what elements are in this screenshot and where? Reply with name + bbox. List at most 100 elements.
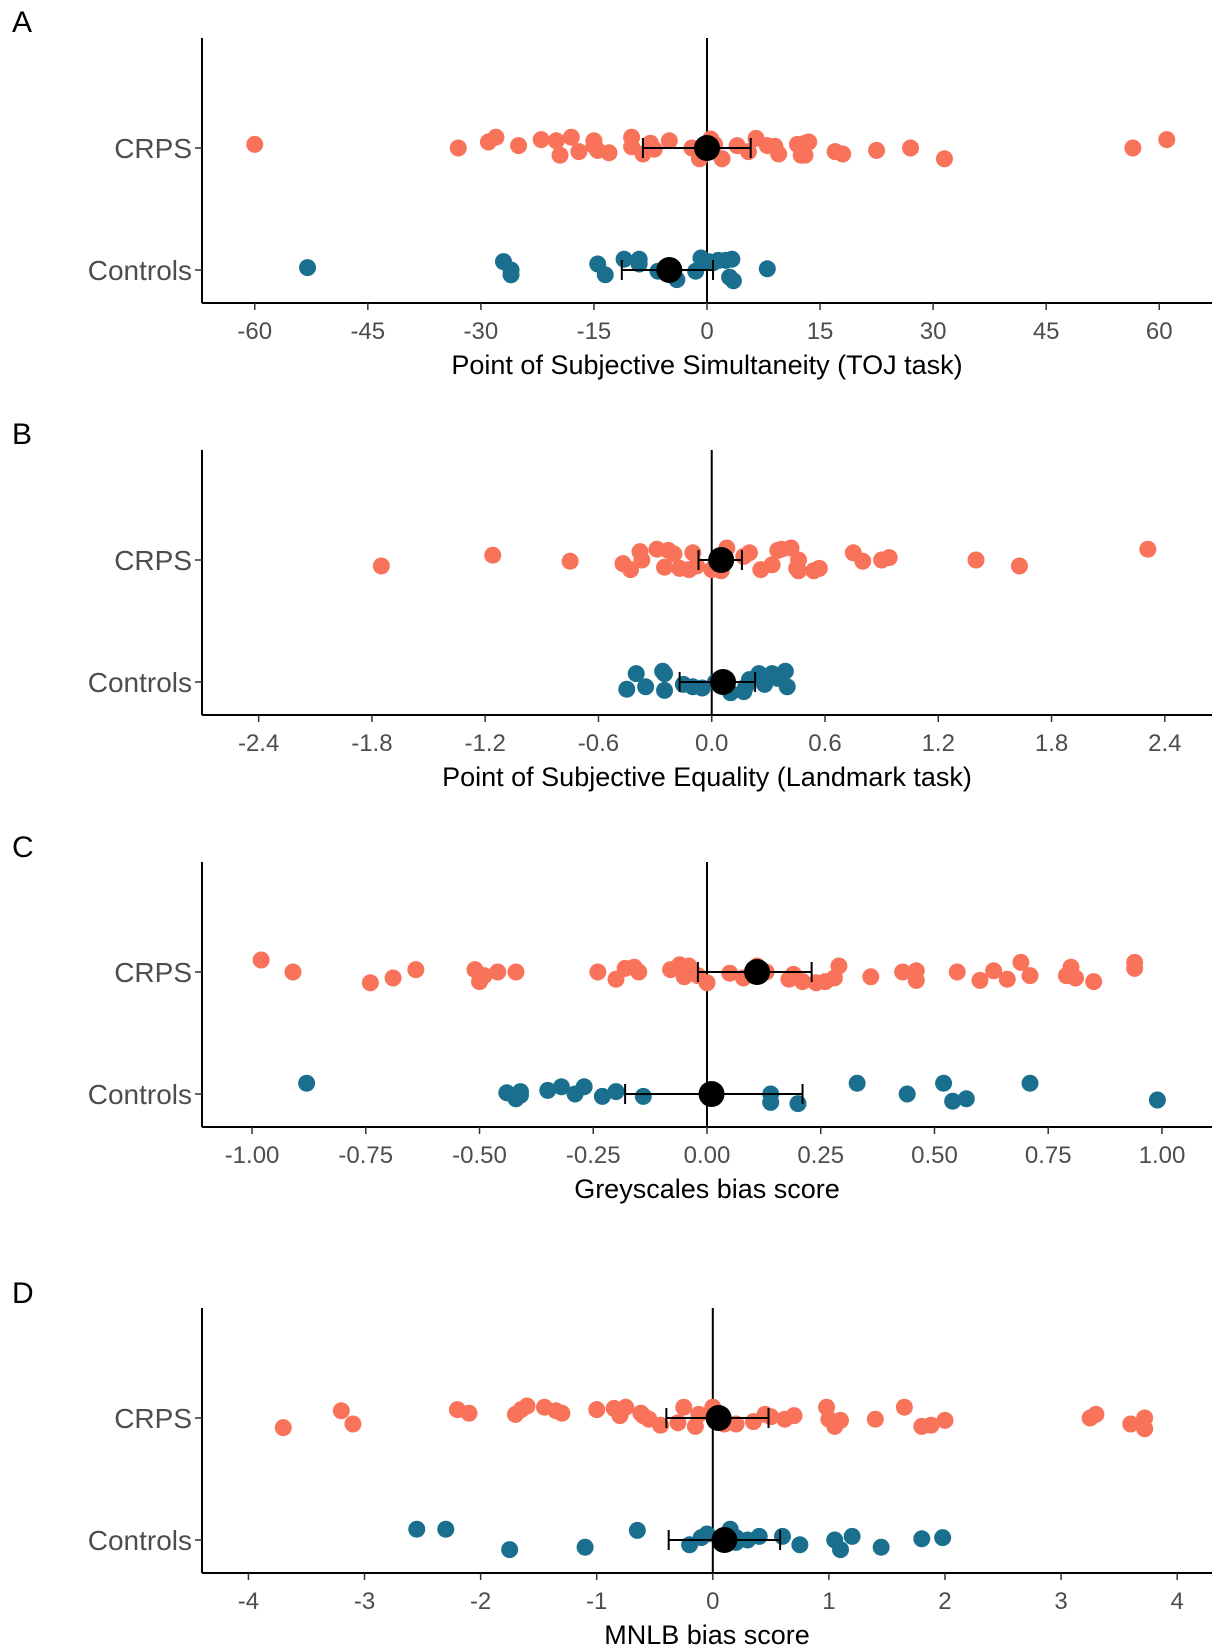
data-point: [935, 1074, 953, 1092]
series-controls: [298, 1074, 1166, 1113]
x-tick-label: -45: [350, 318, 385, 345]
data-point: [570, 143, 588, 161]
data-point: [607, 1083, 625, 1101]
data-point: [800, 133, 818, 151]
data-point: [547, 132, 565, 150]
x-tick-label: -3: [354, 1588, 375, 1615]
data-point: [284, 963, 302, 981]
data-point: [791, 1536, 809, 1554]
data-point: [727, 1415, 745, 1433]
x-tick-label: -1: [586, 1588, 607, 1615]
data-point: [274, 1419, 292, 1437]
panel-a: A -60 -45 -30 -15 0 15 30 45 60 Point of Subjectiv…: [12, 6, 1212, 380]
mean-marker: [744, 959, 771, 985]
data-point: [830, 957, 848, 975]
data-point: [449, 139, 467, 157]
data-point: [895, 1398, 913, 1416]
data-point: [843, 1527, 861, 1545]
data-point: [948, 963, 966, 981]
data-point: [789, 1095, 807, 1113]
data-point: [862, 968, 880, 986]
data-point: [539, 1081, 557, 1099]
data-point: [372, 557, 390, 575]
data-point: [750, 1527, 768, 1545]
data-point: [630, 255, 648, 273]
data-point: [776, 662, 794, 680]
data-point: [898, 1085, 916, 1103]
data-point: [298, 1074, 316, 1092]
data-point: [622, 561, 640, 579]
x-tick-label: 3: [1054, 1588, 1067, 1615]
data-point: [1021, 967, 1039, 985]
data-point: [934, 1529, 952, 1547]
x-tick-label: -0.75: [338, 1142, 393, 1169]
data-point: [935, 150, 953, 168]
x-axis-title: Greyscales bias score: [574, 1174, 840, 1204]
data-point: [511, 1086, 529, 1104]
x-tick-label: 1.2: [922, 730, 955, 757]
data-point: [1139, 540, 1157, 558]
mean-marker: [710, 669, 737, 695]
data-point: [848, 1074, 866, 1092]
panel-c: C -1.00 -0.75 -0.50 -0.25 0.00 0.25 0.50 0.75 1.0…: [12, 831, 1212, 1204]
data-point: [762, 1408, 780, 1426]
data-point: [1122, 1415, 1140, 1433]
data-point: [1136, 1420, 1154, 1438]
data-point: [913, 1530, 931, 1548]
data-point: [630, 963, 648, 981]
x-tick-label: 0.75: [1025, 1142, 1072, 1169]
x-tick-label: 0.50: [911, 1142, 958, 1169]
x-tick-label: -1.2: [464, 730, 505, 757]
data-point: [246, 135, 264, 153]
data-point: [484, 546, 502, 564]
series-crps: [252, 951, 1144, 992]
category-label-controls: Controls: [88, 1079, 192, 1110]
data-point: [763, 556, 781, 574]
data-point: [832, 1541, 850, 1559]
mean-marker: [656, 257, 683, 283]
data-point: [740, 544, 758, 562]
x-tick-label: 0.0: [695, 730, 728, 757]
data-point: [785, 1407, 803, 1425]
data-point: [596, 266, 614, 284]
data-point: [698, 974, 716, 992]
data-point: [810, 559, 828, 577]
data-point: [1085, 973, 1103, 991]
x-axis-title: MNLB bias score: [604, 1620, 810, 1650]
data-point: [252, 951, 270, 969]
data-point: [894, 963, 912, 981]
mean-marker: [711, 1527, 738, 1553]
data-point: [762, 1093, 780, 1111]
data-point: [384, 969, 402, 987]
data-point: [593, 1087, 611, 1105]
data-point: [834, 145, 852, 163]
data-point: [1021, 1074, 1039, 1092]
data-point: [299, 259, 317, 277]
mean-marker: [694, 135, 720, 161]
data-point: [618, 680, 636, 698]
data-point: [562, 128, 580, 146]
data-point: [551, 146, 569, 164]
data-point: [790, 562, 808, 580]
x-tick-label: 0: [706, 1588, 719, 1615]
x-tick-label: 2.4: [1148, 730, 1181, 757]
data-point: [656, 665, 674, 683]
data-point: [724, 272, 742, 290]
data-point: [502, 266, 520, 284]
x-tick-label: 4: [1170, 1588, 1183, 1615]
data-point: [665, 545, 683, 563]
x-tick-label: 1: [822, 1588, 835, 1615]
data-point: [796, 146, 814, 164]
series-controls: [299, 249, 776, 290]
data-point: [344, 1415, 362, 1433]
data-point: [675, 1398, 693, 1416]
category-label-crps: CRPS: [114, 957, 192, 988]
panel-b: B -2.4 -1.8 -1.2 -0.6 0.0 0.6 1.2 1.8 2.4 Point of…: [12, 418, 1212, 792]
data-point: [773, 1527, 791, 1545]
x-tick-label: -60: [237, 318, 272, 345]
data-point: [634, 1087, 652, 1105]
series-controls: [408, 1520, 952, 1559]
x-tick-label: -1.8: [351, 730, 392, 757]
panel-letter: C: [12, 831, 34, 864]
